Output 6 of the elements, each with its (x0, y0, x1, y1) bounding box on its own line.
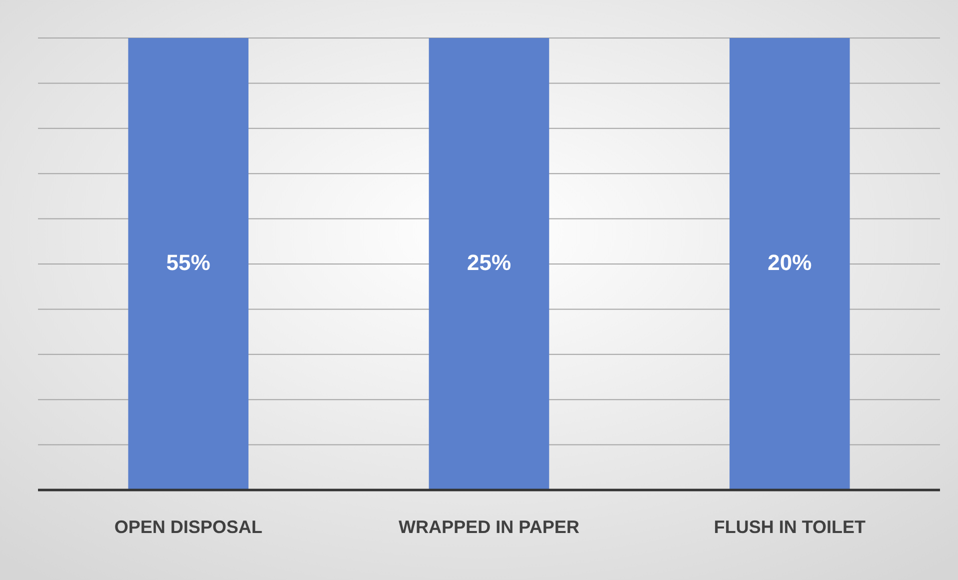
x-tick-label: OPEN DISPOSAL (114, 516, 262, 537)
annotation: 25% (466, 250, 512, 275)
annotation: 20% (768, 250, 812, 275)
x-tick-label: WRAPPED IN PAPER (398, 516, 580, 537)
x-tick-label: FLUSH IN TOILET (714, 516, 866, 537)
annotation: 55% (166, 250, 210, 275)
